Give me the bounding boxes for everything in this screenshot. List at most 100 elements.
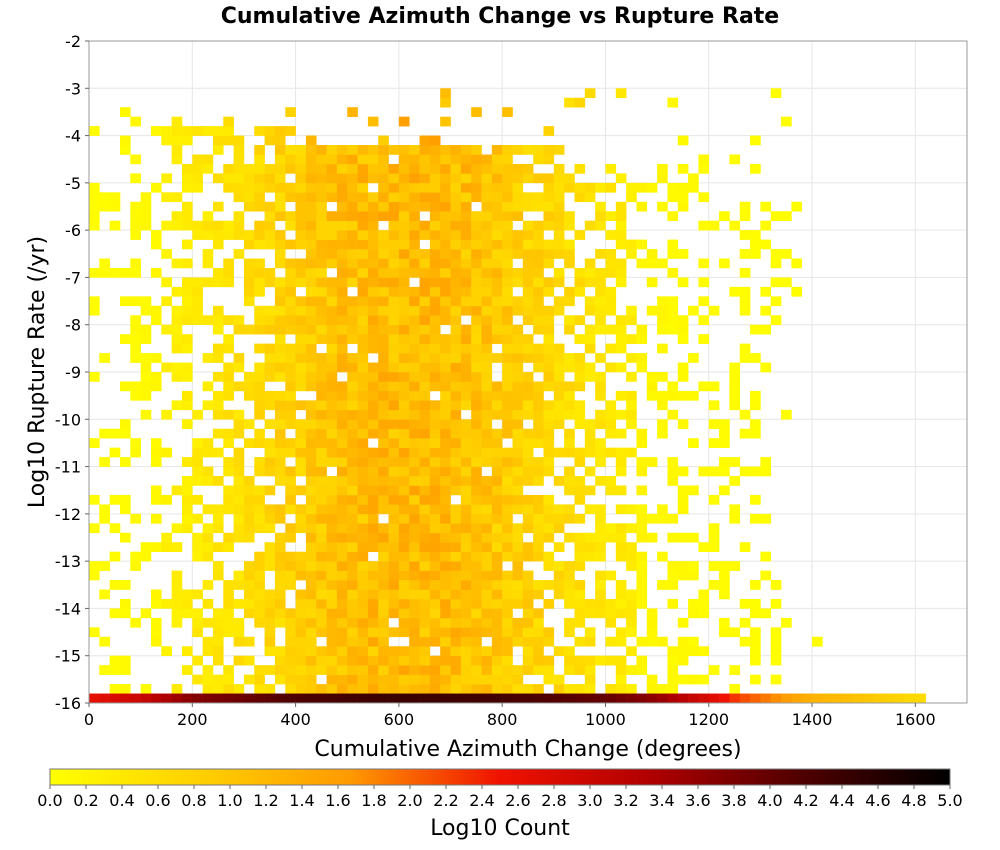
heatmap-cell	[471, 466, 482, 477]
heatmap-cell	[460, 239, 472, 250]
heatmap-cell-bottom-row	[626, 693, 637, 703]
heatmap-cell	[502, 447, 513, 458]
heatmap-cell-bottom-row	[285, 693, 296, 703]
heatmap-cell	[192, 286, 203, 297]
heatmap-cell	[274, 258, 286, 269]
colorbar-tick-label: 3.6	[685, 791, 710, 810]
heatmap-cell	[347, 381, 358, 392]
heatmap-cell	[378, 230, 389, 240]
heatmap-cell	[254, 154, 265, 165]
heatmap-cell	[471, 523, 482, 534]
heatmap-cell	[398, 286, 410, 297]
heatmap-cell	[419, 163, 431, 174]
heatmap-cell	[605, 182, 617, 193]
heatmap-cell	[378, 589, 389, 600]
y-tick-label: -9	[65, 363, 81, 382]
heatmap-cell	[347, 211, 358, 221]
heatmap-cell	[254, 126, 265, 136]
heatmap-cell	[388, 305, 400, 316]
heatmap-cell	[274, 201, 286, 212]
heatmap-cell	[367, 684, 379, 694]
heatmap-cell	[688, 305, 699, 316]
heatmap-cell	[698, 674, 710, 685]
heatmap-cell	[316, 192, 327, 203]
heatmap-cell	[429, 532, 441, 543]
heatmap-cell	[626, 353, 637, 363]
heatmap-cell	[626, 561, 637, 571]
heatmap-cell	[543, 466, 555, 477]
heatmap-cell	[398, 428, 410, 439]
heatmap-cell-bottom-row	[781, 693, 792, 703]
heatmap-cell	[192, 182, 203, 193]
heatmap-cell	[429, 589, 441, 600]
heatmap-cell	[140, 608, 152, 619]
heatmap-cell	[99, 428, 110, 439]
heatmap-cell	[295, 457, 307, 467]
heatmap-cell	[491, 646, 503, 657]
heatmap-cell	[667, 267, 679, 278]
heatmap-cell	[636, 485, 648, 496]
heatmap-cell	[533, 646, 544, 657]
heatmap-cell	[254, 438, 265, 448]
heatmap-cell	[440, 192, 451, 203]
heatmap-cell	[471, 485, 482, 496]
heatmap-cell	[161, 324, 172, 335]
heatmap-cell	[760, 220, 772, 231]
heatmap-cell	[667, 532, 679, 543]
heatmap-cell	[595, 655, 606, 666]
heatmap-cell	[533, 201, 544, 212]
heatmap-cell	[626, 419, 637, 430]
heatmap-cell	[584, 324, 596, 335]
heatmap-cell	[677, 135, 689, 146]
heatmap-cell	[605, 570, 617, 581]
heatmap-cell	[212, 145, 224, 155]
heatmap-cell	[708, 466, 720, 477]
heatmap-cell	[89, 523, 100, 534]
heatmap-cell	[491, 438, 503, 448]
heatmap-cell	[512, 419, 524, 430]
heatmap-cell	[667, 390, 679, 401]
colorbar-tick-label: 1.8	[361, 791, 386, 810]
heatmap-cell	[109, 494, 121, 505]
heatmap-cell	[502, 220, 513, 231]
heatmap-cell-bottom-row	[884, 693, 895, 703]
heatmap-cell	[212, 617, 224, 628]
heatmap-cell	[274, 655, 286, 666]
heatmap-cell	[326, 684, 338, 694]
heatmap-cell	[460, 608, 472, 619]
heatmap-cell	[398, 334, 410, 344]
heatmap-cell	[584, 296, 596, 307]
heatmap-cell	[192, 409, 203, 420]
heatmap-cell	[574, 476, 586, 486]
heatmap-cell	[326, 249, 338, 259]
heatmap-cell	[130, 201, 141, 212]
heatmap-cell	[336, 419, 348, 430]
heatmap-cell	[615, 447, 627, 458]
heatmap-cell	[398, 457, 410, 467]
heatmap-cell	[595, 447, 606, 458]
heatmap-cell	[233, 353, 245, 363]
heatmap-cell	[109, 201, 121, 212]
heatmap-cell	[326, 362, 338, 373]
heatmap-cell	[233, 655, 245, 666]
heatmap-cell	[233, 627, 245, 638]
heatmap-cell	[119, 419, 131, 430]
heatmap-cell	[553, 372, 565, 382]
heatmap-cell	[388, 277, 400, 288]
heatmap-cell	[636, 438, 648, 448]
heatmap-cell	[326, 343, 338, 354]
heatmap-cell	[491, 617, 503, 628]
heatmap-cell	[171, 343, 183, 354]
heatmap-cell	[336, 409, 348, 420]
heatmap-cell	[584, 267, 596, 278]
heatmap-cell	[471, 494, 482, 505]
heatmap-cell	[698, 277, 710, 288]
heatmap-cell	[202, 220, 214, 231]
heatmap-cell	[336, 457, 348, 467]
heatmap-cell	[512, 400, 524, 411]
heatmap-cell	[419, 570, 431, 581]
heatmap-cell	[305, 580, 317, 590]
heatmap-cell	[460, 220, 472, 231]
heatmap-cell	[419, 419, 431, 430]
heatmap-cell	[636, 362, 648, 373]
